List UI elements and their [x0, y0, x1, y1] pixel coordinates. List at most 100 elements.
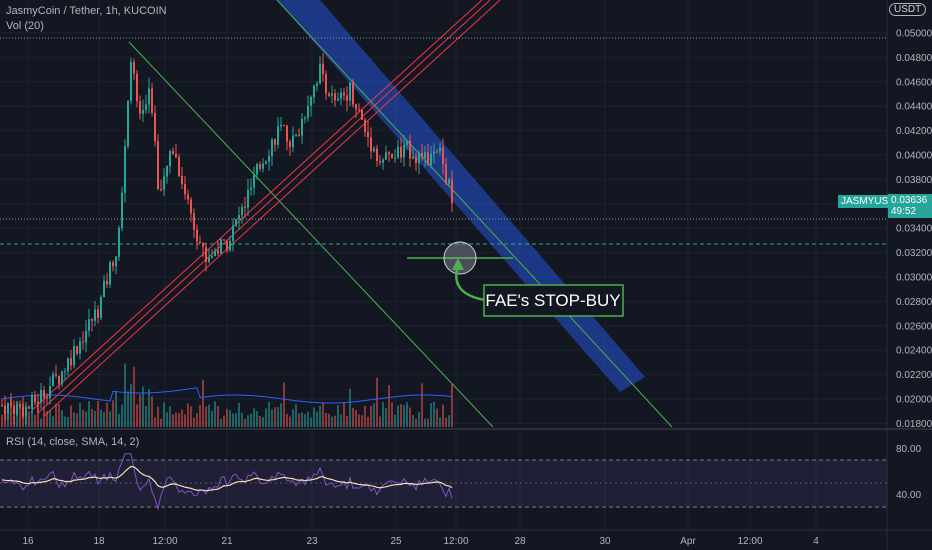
candle-body	[448, 179, 450, 184]
rsi-label[interactable]: RSI (14, close, SMA, 14, 2)	[6, 436, 140, 448]
volume-bar	[418, 412, 420, 427]
candle-body	[337, 98, 339, 101]
volume-bar	[124, 363, 126, 427]
volume-bar	[52, 416, 54, 427]
candle-body	[244, 206, 246, 208]
volume-bar	[415, 418, 417, 427]
volume-bar	[241, 412, 243, 427]
time-tick-label: 16	[22, 536, 34, 547]
price-tag: 0.03636 49:52	[888, 194, 932, 218]
candle-body	[442, 147, 444, 165]
volume-bar	[388, 385, 390, 427]
time-tick-label: 25	[390, 536, 402, 547]
volume-bar	[217, 405, 219, 427]
candle-body	[7, 403, 9, 414]
volume-bar	[352, 407, 354, 427]
volume-bar	[40, 418, 42, 427]
candle-body	[148, 88, 150, 105]
volume-label[interactable]: Vol (20)	[6, 20, 44, 32]
candle-body	[298, 135, 300, 137]
candle-body	[205, 246, 207, 262]
volume-bar	[265, 408, 267, 427]
candle-body	[10, 403, 12, 406]
candle-body	[196, 229, 198, 242]
volume-bar	[262, 417, 264, 427]
candle-body	[250, 187, 252, 190]
candle-body	[436, 151, 438, 153]
volume-bar	[34, 414, 36, 427]
volume-bar	[367, 416, 369, 427]
price-tick-label: 0.03800	[896, 175, 932, 186]
candle-body	[28, 406, 30, 409]
volume-bar	[28, 411, 30, 427]
candle-body	[262, 163, 264, 169]
candle-body	[85, 330, 87, 343]
price-tick-label: 0.02000	[896, 395, 932, 406]
candle-body	[310, 97, 312, 106]
volume-bar	[127, 391, 129, 427]
time-axis[interactable]: 16 18 12:00 21 23 25 12:00 28 30 Apr 12:00 4	[22, 536, 819, 547]
candle-body	[223, 239, 225, 241]
candle-body	[190, 199, 192, 214]
red-ascending-channel[interactable]	[31, 0, 501, 417]
volume-bar	[427, 418, 429, 427]
candle-body	[4, 405, 6, 414]
time-tick-label: 12:00	[152, 536, 177, 547]
volume-bar	[160, 418, 162, 427]
candle-body	[397, 146, 399, 158]
blue-descending-channel[interactable]	[277, 0, 645, 392]
volume-bar	[268, 401, 270, 427]
volume-bar	[442, 404, 444, 427]
candle-body	[64, 371, 66, 373]
green-trendline-1[interactable]	[128, 41, 494, 428]
volume-bar	[226, 408, 228, 427]
candle-body	[214, 250, 216, 257]
price-tick-label: 0.04000	[896, 151, 932, 162]
volume-bar	[436, 408, 438, 427]
candle-body	[274, 139, 276, 145]
candle-body	[220, 239, 222, 254]
time-tick-label: 21	[221, 536, 233, 547]
candle-body	[106, 280, 108, 285]
volume-bar	[247, 415, 249, 427]
candle-body	[265, 161, 267, 164]
candle-body	[406, 140, 408, 145]
price-tick-label: 0.03000	[896, 273, 932, 284]
volume-ma-line	[1, 387, 453, 404]
volume-bar	[391, 402, 393, 427]
candle-body	[34, 395, 36, 403]
volume-bar	[250, 413, 252, 427]
volume-bar	[85, 411, 87, 427]
candle-body	[385, 152, 387, 160]
volume-bar	[154, 417, 156, 427]
price-axis[interactable]: 0.05000 0.04800 0.04600 0.04400 0.04200 0.040…	[896, 29, 932, 430]
candle-body	[418, 152, 420, 164]
candle-body	[355, 104, 357, 110]
stop-buy-label-box[interactable]	[483, 284, 624, 317]
candle-body	[253, 174, 255, 188]
volume-bar	[334, 415, 336, 427]
volume-bar	[91, 409, 93, 427]
green-trendline-2[interactable]	[276, 0, 673, 428]
volume-bar	[349, 388, 351, 427]
volume-bar	[370, 405, 372, 427]
stop-buy-circle[interactable]	[443, 241, 477, 275]
candle-body	[307, 105, 309, 118]
candlesticks[interactable]	[1, 53, 453, 425]
volume-bar	[190, 406, 192, 427]
candle-body	[127, 100, 129, 147]
volume-bar	[157, 406, 159, 427]
candle-body	[433, 151, 435, 154]
candle-body	[430, 153, 432, 165]
candle-body	[403, 144, 405, 158]
candle-body	[52, 374, 54, 387]
volume-bar	[433, 401, 435, 427]
candle-body	[25, 406, 27, 417]
currency-button[interactable]: USDT	[889, 3, 927, 16]
volume-bar	[316, 411, 318, 427]
volume-bar	[175, 412, 177, 427]
candle-body	[37, 402, 39, 404]
symbol-title[interactable]: JasmyCoin / Tether, 1h, KUCOIN	[6, 5, 167, 17]
candle-body	[19, 403, 21, 407]
